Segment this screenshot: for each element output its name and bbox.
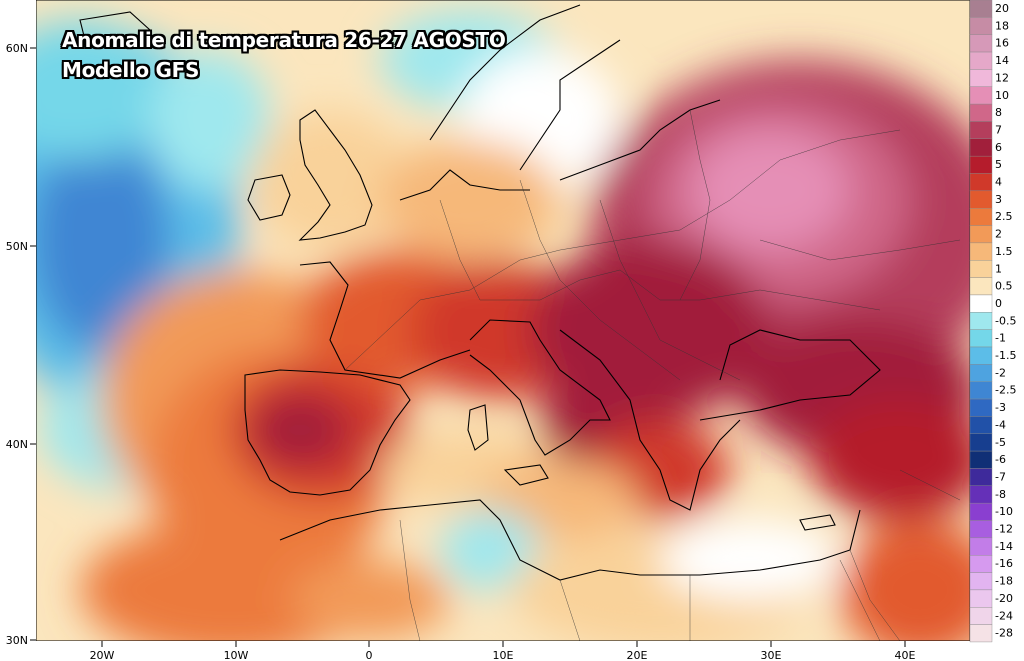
colorbar-swatch — [969, 468, 993, 487]
lon-label-10e: 10E — [493, 649, 514, 661]
colorbar-swatch — [969, 624, 993, 643]
colorbar-label: 2.5 — [995, 210, 1013, 223]
colorbar-label: -24 — [995, 609, 1013, 622]
colorbar-swatch — [969, 607, 993, 625]
colorbar-label: 6 — [995, 141, 1002, 154]
lat-label-50n: 50N — [6, 240, 28, 253]
colorbar-swatch — [969, 520, 993, 539]
colorbar-label: -18 — [995, 575, 1013, 588]
lon-label-40e: 40E — [895, 649, 916, 661]
colorbar-label: 3 — [995, 193, 1002, 206]
colorbar-swatch — [969, 225, 993, 244]
colorbar-label: -16 — [995, 557, 1013, 570]
colorbar-label: 20 — [995, 2, 1009, 15]
colorbar-label: -0.5 — [995, 314, 1016, 327]
lon-label-20w: 20W — [90, 649, 115, 661]
colorbar-label: 7 — [995, 123, 1002, 136]
colorbar-swatch — [969, 589, 993, 608]
colorbar-swatch — [969, 277, 993, 296]
lon-label-10w: 10W — [224, 649, 249, 661]
colorbar-label: -2.5 — [995, 384, 1016, 397]
colorbar-label: 0 — [995, 297, 1002, 310]
colorbar: 20 18 16 14 12 10 8 7 6 5 4 3 2.5 2 1.5 1 0.5 0 -0.5 -1 -1.5… — [969, 0, 1016, 643]
colorbar-swatch — [969, 312, 993, 330]
colorbar-swatch — [969, 537, 993, 556]
colorbar-label: 1 — [995, 262, 1002, 275]
colorbar-label: -2 — [995, 366, 1006, 379]
colorbar-label: 18 — [995, 19, 1009, 32]
lon-label-0: 0 — [366, 649, 373, 661]
lat-label-30n: 30N — [6, 634, 28, 647]
colorbar-swatch — [969, 260, 993, 278]
colorbar-swatch — [969, 398, 993, 417]
colorbar-label: -1 — [995, 332, 1006, 345]
colorbar-swatch — [969, 17, 993, 35]
colorbar-label: -10 — [995, 505, 1013, 518]
colorbar-label: 12 — [995, 71, 1009, 84]
colorbar-swatch — [969, 433, 993, 452]
colorbar-label: -6 — [995, 453, 1006, 466]
colorbar-label: 0.5 — [995, 280, 1013, 293]
longitude-axis: 20W 10W 0 10E 20E 30E 40E — [90, 641, 916, 661]
colorbar-label: -1.5 — [995, 349, 1016, 362]
colorbar-swatch — [969, 364, 993, 382]
colorbar-swatch — [969, 381, 993, 400]
colorbar-swatch — [969, 86, 993, 105]
colorbar-swatch — [969, 34, 993, 53]
colorbar-swatch — [969, 155, 993, 174]
colorbar-label: -4 — [995, 418, 1006, 431]
map-title: Anomalie di temperatura 26-27 AGOSTO — [62, 28, 506, 52]
colorbar-swatch — [969, 138, 993, 157]
colorbar-swatch — [969, 485, 993, 504]
colorbar-label: -28 — [995, 627, 1013, 640]
colorbar-swatch — [969, 51, 993, 70]
borders — [344, 109, 961, 641]
colorbar-label: 5 — [995, 158, 1002, 171]
lat-label-60n: 60N — [6, 42, 28, 55]
colorbar-swatch — [969, 294, 993, 313]
colorbar-swatch — [969, 190, 993, 209]
colorbar-swatch — [969, 69, 993, 87]
colorbar-label: 8 — [995, 106, 1002, 119]
colorbar-label: 2 — [995, 228, 1002, 241]
colorbar-label: -3 — [995, 401, 1006, 414]
colorbar-swatch — [969, 572, 993, 591]
colorbar-swatch — [969, 346, 993, 365]
colorbar-label: 16 — [995, 37, 1009, 50]
colorbar-label: 10 — [995, 89, 1009, 102]
colorbar-label: 1.5 — [995, 245, 1013, 258]
colorbar-swatch — [969, 242, 993, 261]
colorbar-label: -5 — [995, 436, 1006, 449]
colorbar-swatch — [969, 173, 993, 192]
colorbar-swatch — [969, 329, 993, 348]
colorbar-swatch — [969, 121, 993, 139]
coastlines — [79, 4, 881, 581]
colorbar-label: 14 — [995, 54, 1009, 67]
lon-label-30e: 30E — [761, 649, 782, 661]
colorbar-swatch — [969, 103, 993, 122]
colorbar-label: -20 — [995, 592, 1013, 605]
lat-label-40n: 40N — [6, 438, 28, 451]
colorbar-label: -7 — [995, 470, 1006, 483]
colorbar-swatch — [969, 450, 993, 469]
colorbar-label: 4 — [995, 176, 1002, 189]
map-subtitle: Modello GFS — [62, 58, 200, 82]
colorbar-swatch — [969, 416, 993, 434]
colorbar-label: -8 — [995, 488, 1006, 501]
latitude-axis: 60N 50N 40N 30N — [6, 42, 36, 647]
lon-label-20e: 20E — [627, 649, 648, 661]
colorbar-swatch — [969, 555, 993, 573]
colorbar-swatch — [969, 0, 993, 18]
colorbar-label: -14 — [995, 540, 1013, 553]
colorbar-label: -12 — [995, 523, 1013, 536]
colorbar-swatch — [969, 207, 993, 226]
colorbar-swatch — [969, 502, 993, 521]
